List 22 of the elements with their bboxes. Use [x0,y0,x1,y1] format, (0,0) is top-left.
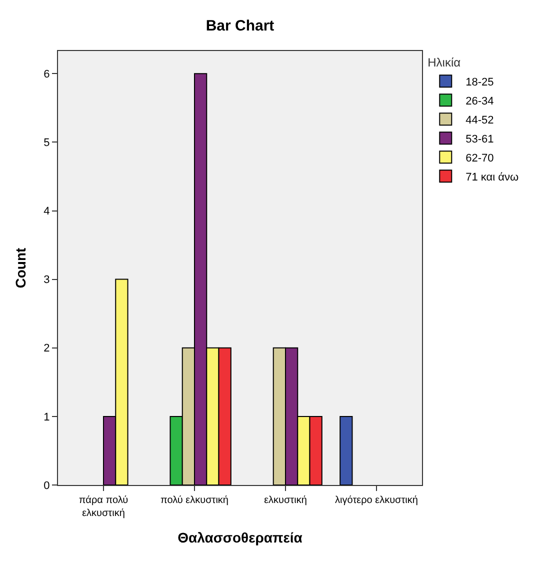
y-tick-label: 2 [44,342,50,355]
y-tick-label: 6 [44,68,50,80]
y-tick-label: 3 [44,274,50,286]
x-tick-label: ελκυστική [264,495,307,506]
y-tick-label: 4 [44,206,50,218]
legend-label: 53-61 [466,133,494,146]
legend-label: 62-70 [466,152,494,164]
legend-label: 18-25 [466,76,494,88]
legend-title: Ηλικία [428,56,461,70]
chart-title: Bar Chart [206,17,274,34]
y-axis-title: Count [12,247,28,288]
legend-label: 71 και άνω [466,171,520,184]
legend-label: 26-34 [466,95,494,108]
y-tick-label: 5 [44,137,50,150]
legend-label: 44-52 [466,114,494,126]
y-tick-label: 1 [44,411,50,424]
x-axis-title: Θαλασσοθεραπεία [178,529,303,546]
x-tick-label: λιγότερο ελκυστική [335,495,418,506]
y-tick-label: 0 [44,480,50,492]
x-tick-label: πάρα πολύ ελκυστική [78,495,128,519]
x-tick-label: πολύ ελκυστική [160,495,228,506]
bar [340,416,353,485]
